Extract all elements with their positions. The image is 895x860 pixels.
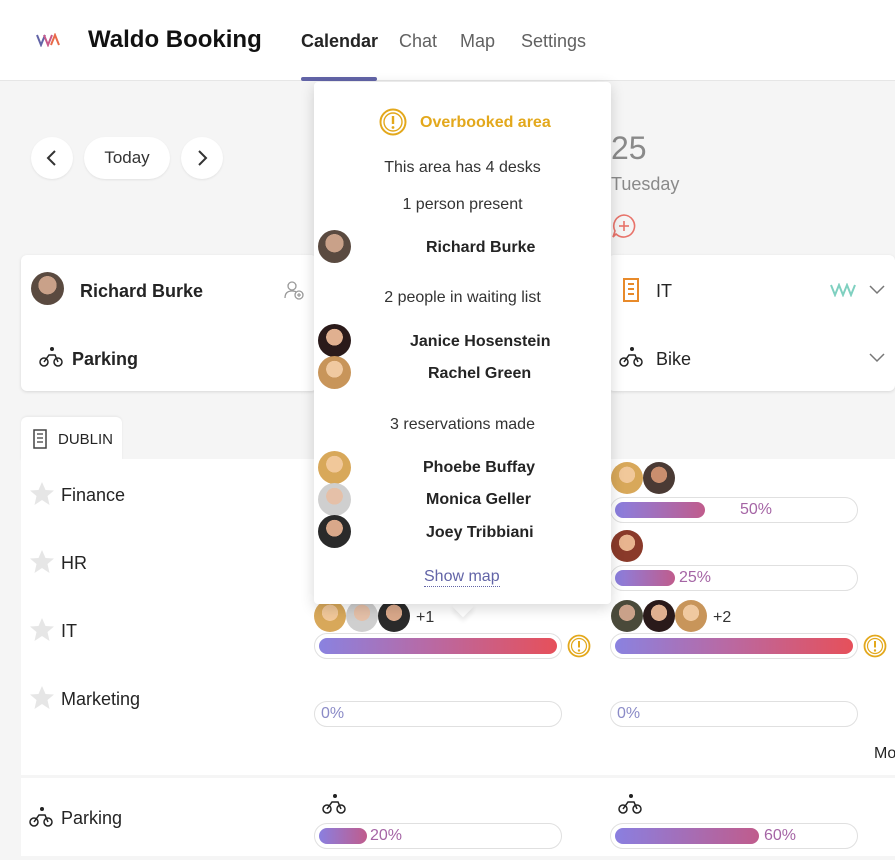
- occupancy-bar-marketing-mon: 0%: [314, 701, 562, 727]
- department-select-value[interactable]: IT: [656, 281, 672, 301]
- avatar: [31, 272, 64, 305]
- occupancy-bar-it-tue: [610, 633, 858, 659]
- building-icon: [623, 278, 639, 302]
- bike-icon: [618, 794, 642, 814]
- day-name: Tuesday: [611, 174, 680, 194]
- chevron-down-icon[interactable]: [868, 351, 886, 363]
- chevron-right-icon: [198, 150, 208, 166]
- bike-icon: [322, 794, 346, 814]
- today-button[interactable]: Today: [84, 137, 170, 179]
- preference-card: [608, 255, 895, 391]
- occupancy-fill: [319, 638, 557, 654]
- avatar: [643, 600, 675, 632]
- parking-label: Parking: [72, 349, 139, 369]
- avatar: [318, 515, 351, 548]
- day-number: 25: [611, 130, 647, 166]
- waldo-logo-icon: [830, 283, 856, 297]
- warning-icon: [379, 108, 407, 136]
- tab-settings[interactable]: Settings: [521, 31, 587, 51]
- reservation-person: Phoebe Buffay: [423, 459, 536, 476]
- present-person: Richard Burke: [426, 239, 536, 256]
- extra-people-count[interactable]: +2: [713, 609, 732, 626]
- star-icon[interactable]: [29, 617, 55, 642]
- overbooked-popup: [314, 82, 611, 604]
- warning-icon[interactable]: [567, 634, 591, 658]
- occupancy-percent: 0%: [321, 705, 345, 722]
- avatar: [318, 356, 351, 389]
- parking-row-label: Parking: [61, 808, 123, 828]
- occupancy-fill: [615, 828, 759, 844]
- bike-icon: [39, 347, 63, 367]
- avatar: [318, 483, 351, 516]
- transport-select-value[interactable]: Bike: [656, 349, 692, 369]
- tab-calendar[interactable]: Calendar: [301, 31, 379, 51]
- occupancy-bar-hr-tue: 25%: [610, 565, 858, 591]
- occupancy-bar-parking-mon: 20%: [314, 823, 562, 849]
- avatar: [318, 230, 351, 263]
- occupancy-percent: 60%: [764, 827, 797, 844]
- occupancy-fill: [615, 570, 675, 586]
- waiting-person: Janice Hosenstein: [410, 333, 551, 350]
- star-icon[interactable]: [29, 481, 55, 506]
- building-icon: [33, 429, 47, 449]
- avatar: [611, 530, 643, 562]
- bike-icon: [619, 347, 643, 367]
- warning-icon[interactable]: [863, 634, 887, 658]
- tab-map[interactable]: Map: [460, 31, 496, 51]
- top-bar: Waldo Booking Calendar Chat Map Settings: [0, 0, 895, 81]
- next-week-button[interactable]: [181, 137, 223, 179]
- department-finance: Finance: [61, 485, 126, 505]
- office-name: DUBLIN: [58, 431, 114, 448]
- avatar: [314, 600, 346, 632]
- occupancy-bar-it-mon: [314, 633, 562, 659]
- waldo-logo-icon: [36, 33, 60, 47]
- extra-people-count[interactable]: +1: [416, 609, 435, 626]
- add-person-icon[interactable]: [283, 279, 305, 301]
- more-link[interactable]: Mo: [874, 745, 895, 762]
- desk-count-text: This area has 4 desks: [384, 159, 541, 176]
- occupancy-percent: 20%: [370, 827, 403, 844]
- occupancy-percent: 0%: [617, 705, 641, 722]
- user-card: [21, 255, 317, 391]
- avatar: [611, 600, 643, 632]
- occupancy-bar-marketing-tue: 0%: [610, 701, 858, 727]
- occupancy-fill: [615, 502, 705, 518]
- avatar: [346, 600, 378, 632]
- avatar: [378, 600, 410, 632]
- reservation-person: Joey Tribbiani: [426, 524, 534, 541]
- star-icon[interactable]: [29, 549, 55, 574]
- bike-icon: [29, 807, 53, 827]
- previous-week-button[interactable]: [31, 137, 73, 179]
- department-hr: HR: [61, 553, 87, 573]
- avatar: [318, 324, 351, 357]
- add-comment-icon[interactable]: [610, 212, 638, 240]
- occupancy-percent: 25%: [679, 569, 712, 586]
- department-marketing: Marketing: [61, 689, 141, 709]
- occupancy-bar-finance-tue: 50%: [610, 497, 858, 523]
- avatar: [643, 462, 675, 494]
- app-title: Waldo Booking: [88, 26, 262, 53]
- avatar: [675, 600, 707, 632]
- occupancy-fill: [615, 638, 853, 654]
- active-tab-indicator: [301, 77, 377, 81]
- popup-title: Overbooked area: [420, 114, 551, 131]
- reservation-person: Monica Geller: [426, 491, 531, 508]
- chevron-down-icon[interactable]: [868, 283, 886, 295]
- show-map-link[interactable]: Show map: [424, 568, 500, 587]
- avatar: [318, 451, 351, 484]
- occupancy-fill: [319, 828, 367, 844]
- occupancy-percent: 50%: [740, 501, 773, 518]
- chevron-left-icon: [46, 150, 56, 166]
- waiting-count-text: 2 people in waiting list: [384, 289, 541, 306]
- occupancy-bar-parking-tue: 60%: [610, 823, 858, 849]
- reservations-count-text: 3 reservations made: [390, 416, 535, 433]
- user-name: Richard Burke: [80, 281, 204, 301]
- department-it: IT: [61, 621, 77, 641]
- present-count-text: 1 person present: [402, 196, 523, 213]
- waiting-person: Rachel Green: [428, 365, 532, 382]
- avatar: [611, 462, 643, 494]
- office-tab-dublin[interactable]: DUBLIN: [21, 417, 122, 461]
- tab-chat[interactable]: Chat: [399, 31, 438, 51]
- star-icon[interactable]: [29, 685, 55, 710]
